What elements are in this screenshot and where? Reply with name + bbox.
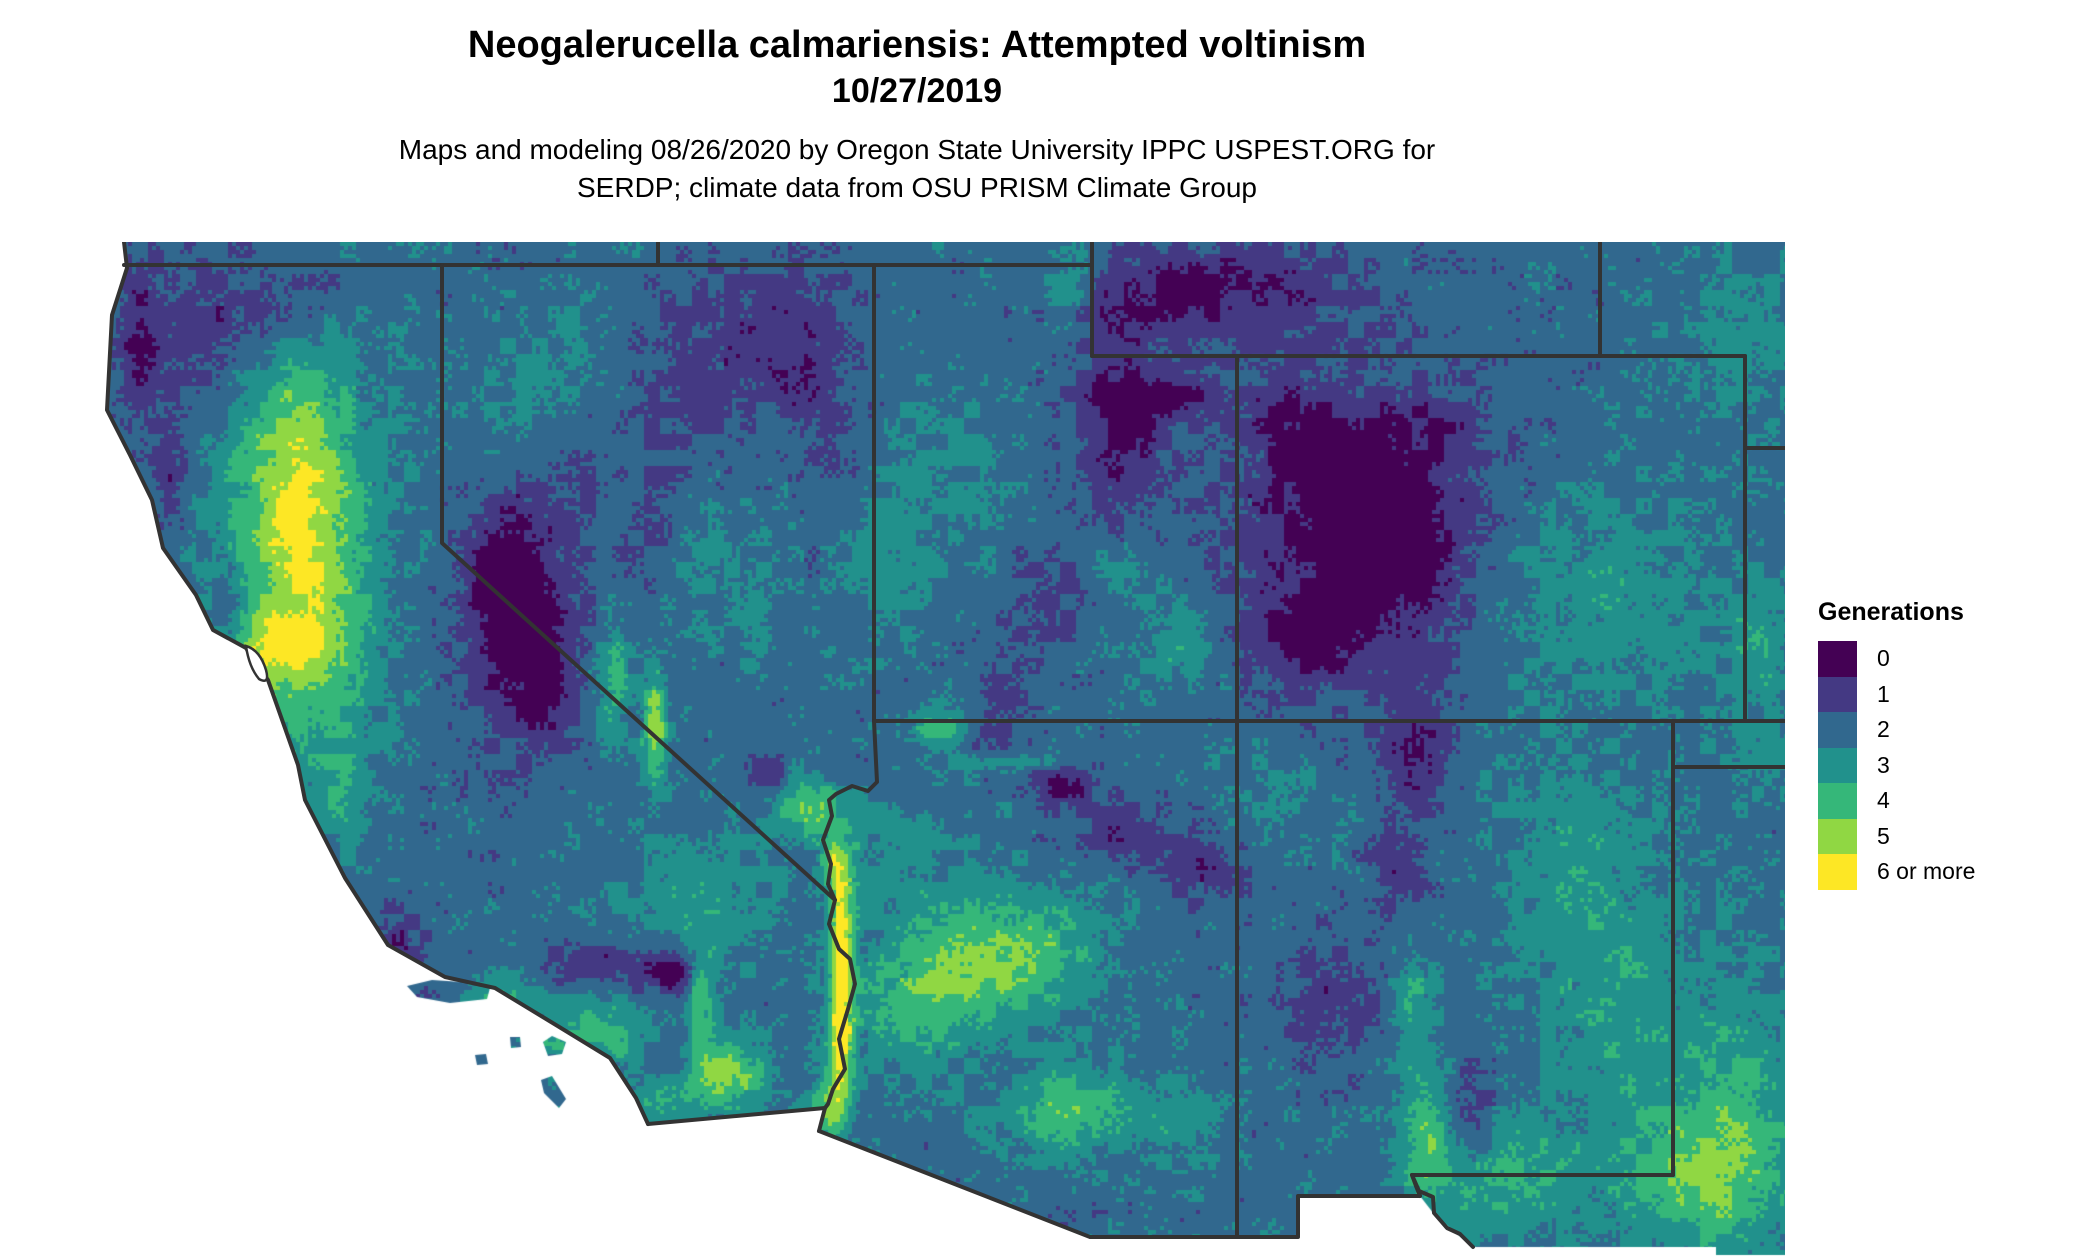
raster-map-canvas: [100, 242, 1785, 1257]
legend-item-label: 1: [1877, 680, 1890, 707]
legend-rows: 0 1 2 3 4 5 6 or more: [1818, 641, 1975, 890]
legend: Generations 0 1 2 3 4 5: [1818, 598, 1975, 890]
legend-item-label: 2: [1877, 716, 1890, 743]
page-title: Neogalerucella calmariensis: Attempted v…: [467, 24, 1367, 66]
subtitle-line-2: SERDP; climate data from OSU PRISM Clima…: [577, 172, 1257, 203]
legend-color-swatch: [1818, 641, 1857, 677]
legend-color-swatch: [1818, 747, 1857, 783]
legend-title: Generations: [1818, 598, 1964, 626]
legend-item-label: 0: [1877, 645, 1890, 672]
legend-item-label: 3: [1877, 751, 1890, 778]
legend-color-swatch: [1818, 818, 1857, 854]
legend-item-label: 4: [1877, 787, 1890, 814]
legend-item-label: 6 or more: [1877, 858, 1976, 885]
voltinism-map: [100, 242, 1785, 1257]
legend-color-swatch: [1818, 854, 1857, 890]
legend-item: 3: [1818, 747, 1975, 783]
legend-color-swatch: [1818, 676, 1857, 712]
legend-item: 0: [1818, 641, 1975, 677]
subtitle-line-1: Maps and modeling 08/26/2020 by Oregon S…: [398, 134, 1436, 165]
legend-item-label: 5: [1877, 822, 1890, 849]
legend-item: 2: [1818, 712, 1975, 748]
legend-color-swatch: [1818, 712, 1857, 748]
legend-item: 1: [1818, 676, 1975, 712]
legend-item: 4: [1818, 783, 1975, 819]
legend-item: 6 or more: [1818, 854, 1975, 890]
map-date: 10/27/2019: [831, 72, 1003, 110]
legend-item: 5: [1818, 818, 1975, 854]
legend-color-swatch: [1818, 783, 1857, 819]
